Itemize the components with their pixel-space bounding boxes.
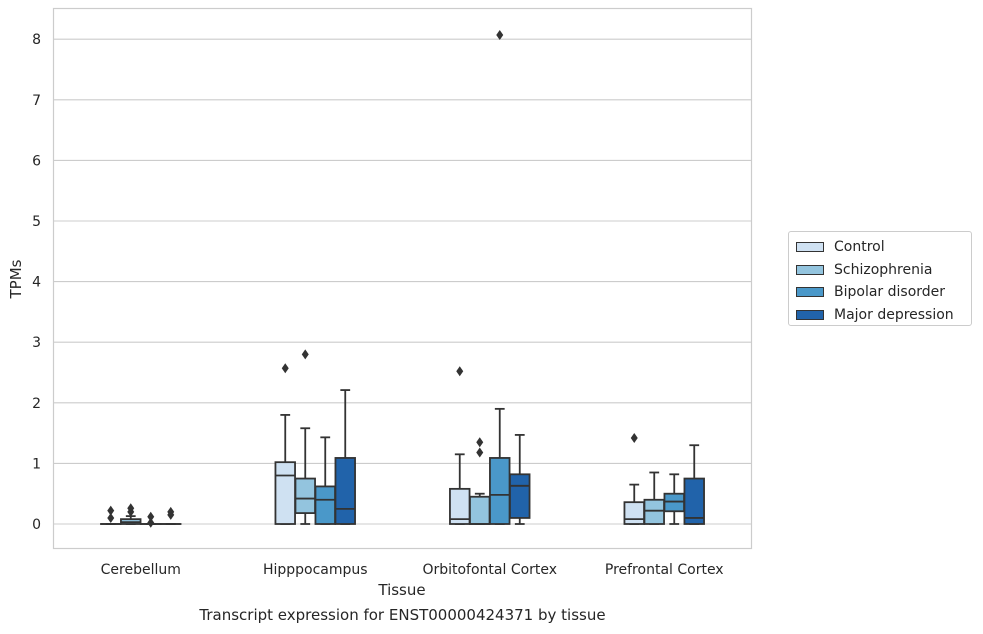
x-tick-label: Hipppocampus (263, 562, 368, 578)
x-axis-ticks: Cerebellum Hipppocampus Orbitofontal Corte… (101, 562, 724, 578)
box-iqr (294, 477, 316, 514)
box-iqr (334, 457, 356, 525)
gridlines (53, 38, 752, 525)
legend-swatch (796, 242, 824, 253)
box-iqr (314, 485, 336, 525)
outlier-point (107, 512, 115, 523)
box-iqr (274, 461, 296, 525)
y-axis-title: TPMs (7, 259, 25, 299)
x-tick-label: Prefrontal Cortex (605, 562, 724, 578)
outlier-point (147, 517, 155, 528)
box-control (623, 432, 645, 525)
box-control (449, 366, 471, 525)
outlier-point (281, 363, 289, 374)
y-tick-label: 4 (32, 275, 41, 291)
outlier-point (630, 432, 638, 443)
legend-label: Schizophrenia (834, 261, 933, 278)
legend-label: Bipolar disorder (834, 284, 946, 301)
y-tick-label: 2 (32, 396, 41, 412)
x-axis-title: Tissue (377, 581, 425, 599)
plot-frame (52, 7, 753, 550)
chart-title: Transcript expression for ENST0000042437… (199, 606, 606, 624)
y-tick-label: 7 (32, 93, 41, 109)
box-bipolar-disorder (663, 473, 685, 525)
box-bipolar-disorder (489, 29, 511, 525)
y-axis-ticks: 0 1 2 3 4 5 6 7 8 (32, 32, 41, 533)
y-tick-label: 0 (32, 517, 41, 533)
legend-item: Schizophrenia (793, 259, 971, 282)
legend-swatch (796, 309, 824, 320)
box-schizophrenia (643, 471, 665, 525)
box-bipolar-disorder (314, 436, 336, 525)
boxes-layer (100, 29, 705, 528)
y-tick-label: 1 (32, 456, 41, 472)
box-iqr (509, 473, 531, 519)
y-tick-label: 6 (32, 153, 41, 169)
box-control (274, 363, 296, 525)
box-schizophrenia (294, 349, 316, 525)
box-schizophrenia (120, 503, 142, 525)
box-control (100, 505, 122, 525)
legend-label: Major depression (834, 306, 954, 323)
outlier-point (127, 503, 135, 514)
box-iqr (623, 501, 645, 525)
box-iqr (643, 498, 665, 525)
box-major-depression (509, 434, 531, 525)
box-iqr (663, 492, 685, 513)
legend-swatch (796, 287, 824, 298)
box-major-depression (334, 389, 356, 525)
box-iqr (489, 457, 511, 525)
box-schizophrenia (469, 437, 491, 525)
legend-item: Bipolar disorder (793, 281, 971, 304)
box-major-depression (160, 506, 182, 525)
outlier-point (147, 511, 155, 522)
x-tick-label: Cerebellum (101, 562, 181, 578)
box-major-depression (683, 444, 705, 525)
legend-swatch (796, 264, 824, 275)
outlier-point (456, 366, 464, 377)
box-iqr (469, 495, 491, 525)
legend-label: Control (834, 239, 885, 256)
outlier-point (476, 437, 484, 448)
outlier-point (107, 505, 115, 516)
outlier-point (496, 29, 504, 40)
legend: Control Schizophrenia Bipolar disorder Majo… (788, 231, 972, 326)
x-tick-label: Orbitofontal Cortex (422, 562, 557, 578)
box-iqr (683, 477, 705, 525)
y-tick-label: 3 (32, 335, 41, 351)
outlier-point (167, 506, 175, 517)
y-tick-label: 8 (32, 32, 41, 48)
outlier-point (301, 349, 309, 360)
y-tick-label: 5 (32, 214, 41, 230)
box-bipolar-disorder (140, 511, 162, 528)
outlier-point (476, 447, 484, 458)
legend-item: Control (793, 236, 971, 259)
legend-item: Major depression (793, 304, 971, 327)
